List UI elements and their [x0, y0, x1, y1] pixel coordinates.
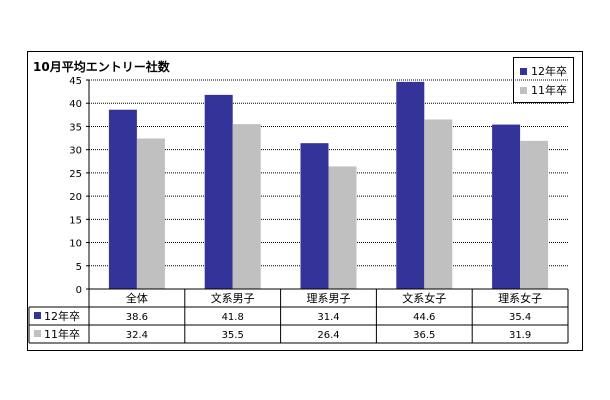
y-tick-label-20: 20	[69, 192, 82, 203]
x-category-label-2: 理系男子	[307, 292, 351, 305]
bar-11-1	[232, 124, 261, 289]
bar-11-0	[136, 138, 165, 289]
data-label-12-0: 38.6	[126, 312, 148, 323]
data-label-11-1: 35.5	[222, 330, 244, 341]
legend-item-11: 11年卒	[520, 83, 567, 97]
table-swatch-12	[34, 312, 41, 319]
data-label-11-3: 36.5	[413, 330, 435, 341]
y-tick-label-10: 10	[69, 239, 82, 250]
data-label-11-2: 26.4	[317, 330, 339, 341]
legend-item-12: 12年卒	[520, 64, 567, 78]
bar-12-3	[396, 81, 425, 289]
legend-label-12: 12年卒	[531, 65, 567, 78]
data-label-11-4: 31.9	[509, 330, 531, 341]
y-tick-label-45: 45	[69, 76, 82, 87]
data-label-12-1: 41.8	[222, 312, 244, 323]
legend-label-11: 11年卒	[531, 84, 567, 97]
bar-11-3	[424, 119, 453, 289]
table-series-label-12: 12年卒	[44, 309, 80, 323]
data-label-12-2: 31.4	[317, 312, 339, 323]
bar-12-1	[204, 94, 233, 290]
y-tick-label-0: 0	[76, 285, 82, 296]
legend-swatch-12	[520, 67, 527, 75]
y-tick-label-35: 35	[69, 122, 82, 133]
y-tick-label-5: 5	[76, 262, 82, 273]
y-tick-label-25: 25	[69, 169, 82, 180]
y-tick-label-15: 15	[69, 215, 82, 226]
x-category-label-0: 全体	[126, 291, 148, 305]
x-category-label-4: 理系女子	[498, 291, 542, 305]
x-category-label-3: 文系女子	[402, 291, 446, 305]
bar-12-4	[492, 124, 521, 289]
table-swatch-11	[34, 330, 41, 337]
legend-swatch-11	[520, 86, 527, 94]
data-label-12-4: 35.4	[509, 312, 531, 323]
data-label-12-3: 44.6	[413, 312, 435, 323]
chart-title: 10月平均エントリー社数	[33, 60, 170, 74]
bar-12-0	[108, 109, 137, 289]
data-label-11-0: 32.4	[126, 330, 148, 341]
y-tick-label-30: 30	[69, 146, 82, 157]
table-series-label-11: 11年卒	[44, 327, 80, 341]
bar-12-2	[300, 143, 329, 289]
bar-11-2	[328, 166, 357, 289]
y-tick-label-40: 40	[69, 99, 82, 110]
bar-11-4	[520, 140, 549, 289]
x-category-label-1: 文系男子	[211, 291, 255, 305]
